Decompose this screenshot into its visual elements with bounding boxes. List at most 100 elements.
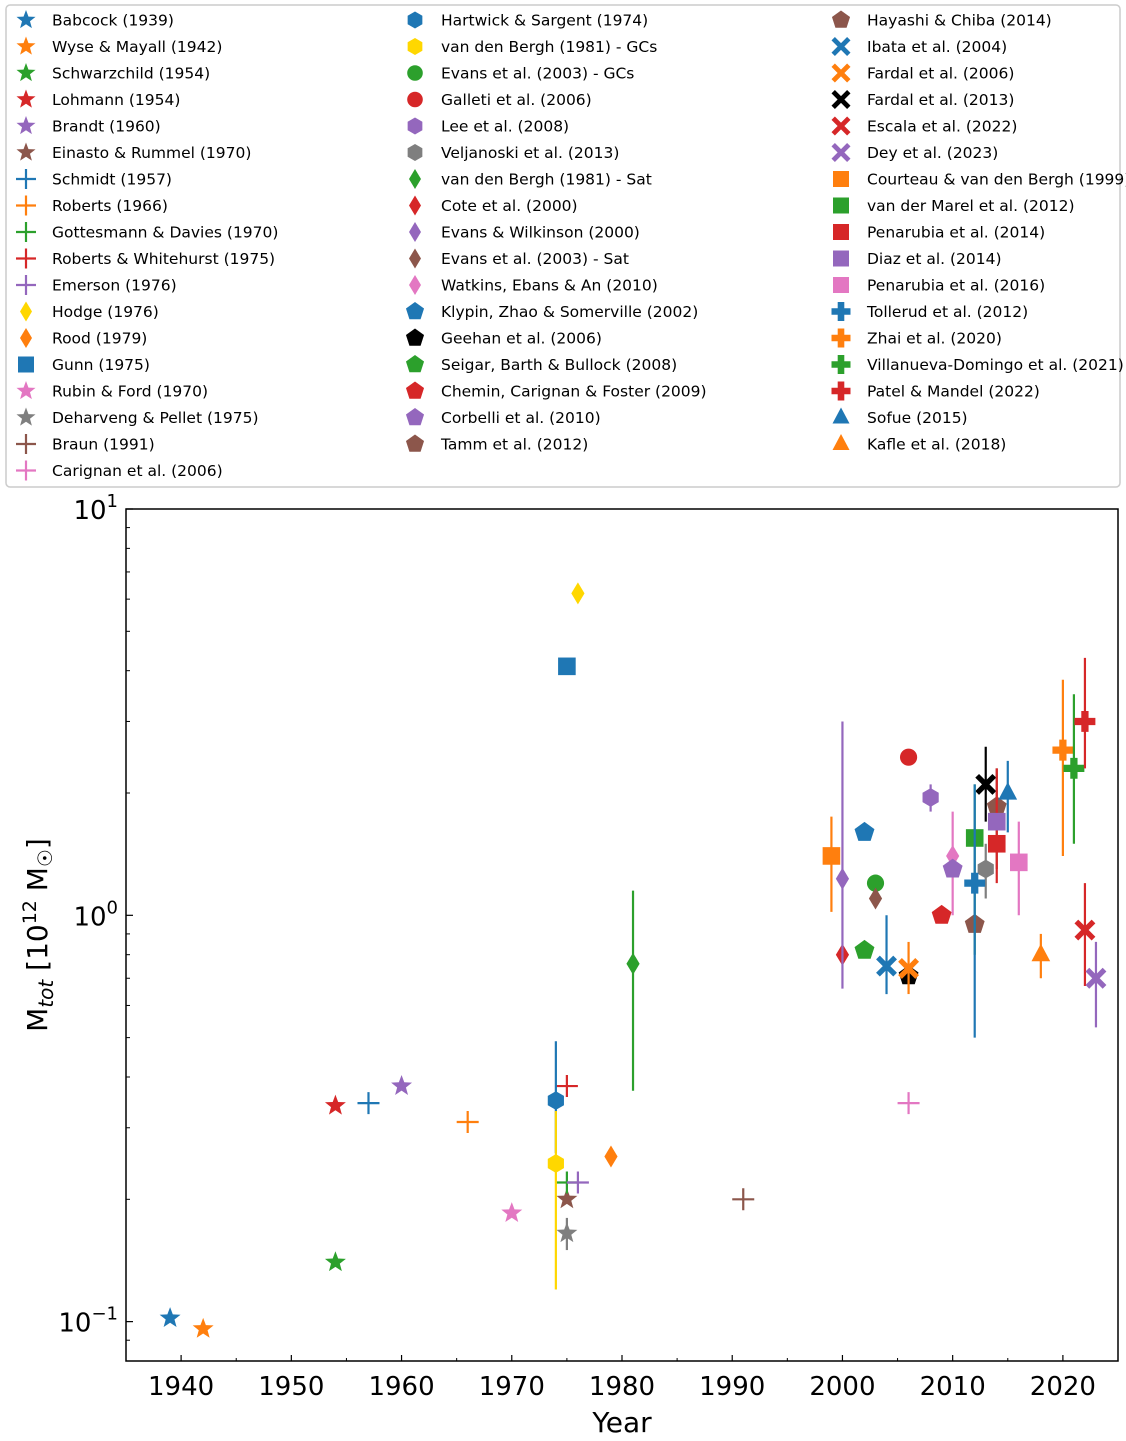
data-marker — [931, 904, 952, 924]
legend-entry: Tamm et al. (2012) — [405, 434, 588, 454]
legend-label: Zhai et al. (2020) — [867, 330, 1002, 348]
legend-entry: Roberts & Whitehurst (1975) — [16, 248, 275, 269]
legend-label: Diaz et al. (2014) — [867, 250, 1002, 268]
legend-marker-thin_diamond — [409, 222, 421, 242]
x-tick-label: 1970 — [479, 1372, 545, 1402]
legend-entry: Escala et al. (2022) — [831, 116, 1017, 136]
legend-marker-pentagon — [405, 355, 425, 373]
legend-marker-plus — [16, 222, 36, 242]
legend-marker-thin_diamond — [409, 195, 421, 216]
legend-label: Gunn (1975) — [52, 356, 150, 374]
legend-entry: Gunn (1975) — [18, 356, 150, 374]
legend-entry: Rood (1979) — [20, 328, 147, 348]
legend-label: Roberts (1966) — [52, 197, 168, 215]
data-marker — [501, 1202, 523, 1222]
data-marker — [604, 1145, 618, 1168]
legend-label: Lohmann (1954) — [52, 91, 180, 109]
legend-label: van den Bergh (1981) - Sat — [441, 171, 652, 189]
data-marker — [556, 1188, 578, 1209]
legend-entry: Gottesmann & Davies (1970) — [16, 222, 278, 242]
data-marker — [868, 887, 883, 910]
data-marker — [1031, 943, 1051, 962]
legend-entry: Geehan et al. (2006) — [405, 328, 602, 348]
legend-entry: Villanueva-Domingo et al. (2021) — [831, 355, 1124, 374]
data-marker — [876, 955, 897, 977]
legend-marker-square — [833, 277, 849, 293]
point-patel-mandel-2022 — [1074, 657, 1096, 769]
legend-entry: Klypin, Zhao & Somerville (2002) — [405, 302, 698, 321]
legend-marker-star — [16, 63, 36, 82]
legend-entry: Dey et al. (2023) — [831, 143, 998, 162]
legend-label: Courteau & van den Bergh (1999) — [867, 171, 1126, 189]
legend-label: Deharveng & Pellet (1975) — [52, 409, 259, 427]
x-axis-title: Year — [591, 1406, 652, 1439]
legend-entry: Evans et al. (2003) - GCs — [407, 65, 634, 83]
legend-label: Einasto & Rummel (1970) — [52, 144, 251, 162]
legend-entry: Penarubia et al. (2016) — [833, 277, 1045, 295]
data-marker — [987, 834, 1006, 853]
legend-label: van den Bergh (1981) - GCs — [441, 38, 657, 56]
point-hodge-1976 — [571, 582, 585, 605]
data-marker — [1052, 739, 1074, 761]
legend-entry: Patel & Mandel (2022) — [831, 381, 1040, 401]
legend-entry: Fardal et al. (2006) — [831, 63, 1014, 83]
data-marker — [998, 782, 1018, 800]
x-tick-label: 1990 — [699, 1372, 765, 1402]
legend-label: Chemin, Carignan & Foster (2009) — [441, 383, 707, 401]
legend-entry: Corbelli et al. (2010) — [405, 408, 601, 427]
point-schwarzchild-1954 — [324, 1251, 346, 1272]
legend-label: Seigar, Barth & Bullock (2008) — [441, 356, 677, 374]
data-marker — [1074, 711, 1096, 732]
legend-entry: Fardal et al. (2013) — [831, 90, 1014, 109]
legend-entry: Hodge (1976) — [20, 301, 159, 322]
data-marker — [835, 867, 850, 890]
legend-marker-triangle — [832, 407, 850, 424]
legend-label: Galleti et al. (2006) — [441, 91, 592, 109]
legend-marker-star — [16, 407, 36, 426]
legend-label: Patel & Mandel (2022) — [867, 383, 1040, 401]
data-marker — [977, 859, 994, 879]
x-tick-label: 1960 — [368, 1372, 434, 1402]
point-gunn-1975 — [558, 657, 576, 676]
legend-entry: Chemin, Carignan & Foster (2009) — [405, 381, 707, 401]
data-marker — [555, 1075, 578, 1098]
point-veljanoski-et-al-2013 — [977, 843, 994, 899]
legend-marker-plus — [16, 248, 36, 269]
legend-marker-pentagon — [405, 381, 425, 399]
legend-marker-square — [18, 356, 34, 373]
legend-label: Schwarzchild (1954) — [52, 65, 210, 83]
point-brandt-1960 — [391, 1075, 413, 1095]
data-marker — [558, 657, 576, 676]
point-evans-wilkinson-2000 — [835, 721, 850, 989]
legend-marker-pentagon — [405, 434, 425, 452]
legend-entry: Seigar, Barth & Bullock (2008) — [405, 355, 677, 374]
data-marker — [897, 1092, 920, 1115]
legend-marker-plus — [16, 275, 36, 295]
legend-label: Emerson (1976) — [52, 277, 177, 295]
point-rubin-ford-1970 — [501, 1202, 523, 1222]
legend-entry: Courteau & van den Bergh (1999) — [833, 171, 1126, 189]
legend-label: Villanueva-Domingo et al. (2021) — [867, 356, 1124, 374]
legend-entry: Galleti et al. (2006) — [407, 91, 592, 109]
point-penarubia-et-al-2016 — [1010, 821, 1028, 916]
legend-label: Klypin, Zhao & Somerville (2002) — [441, 303, 698, 321]
legend-marker-square — [833, 197, 849, 214]
point-roberts-1966 — [456, 1110, 479, 1133]
legend-marker-plus — [16, 195, 36, 216]
x-tick-label: 2020 — [1030, 1372, 1096, 1402]
point-emerson-1976 — [566, 1171, 589, 1194]
point-babcock-1939 — [159, 1307, 181, 1328]
legend-label: Roberts & Whitehurst (1975) — [52, 250, 275, 268]
point-diaz-et-al-2014 — [987, 812, 1006, 831]
legend-marker-star — [16, 89, 36, 108]
data-marker — [192, 1317, 214, 1338]
y-tick-label: 101 — [73, 491, 118, 526]
legend-label: Evans et al. (2003) - GCs — [441, 65, 634, 83]
x-tick-label: 1940 — [148, 1372, 214, 1402]
legend-marker-x_filled — [831, 37, 851, 56]
legend-label: Gottesmann & Davies (1970) — [52, 224, 278, 242]
legend-marker-pentagon — [405, 302, 425, 320]
legend: Babcock (1939) Wyse & Mayall (1942) Schwar… — [16, 10, 1126, 481]
